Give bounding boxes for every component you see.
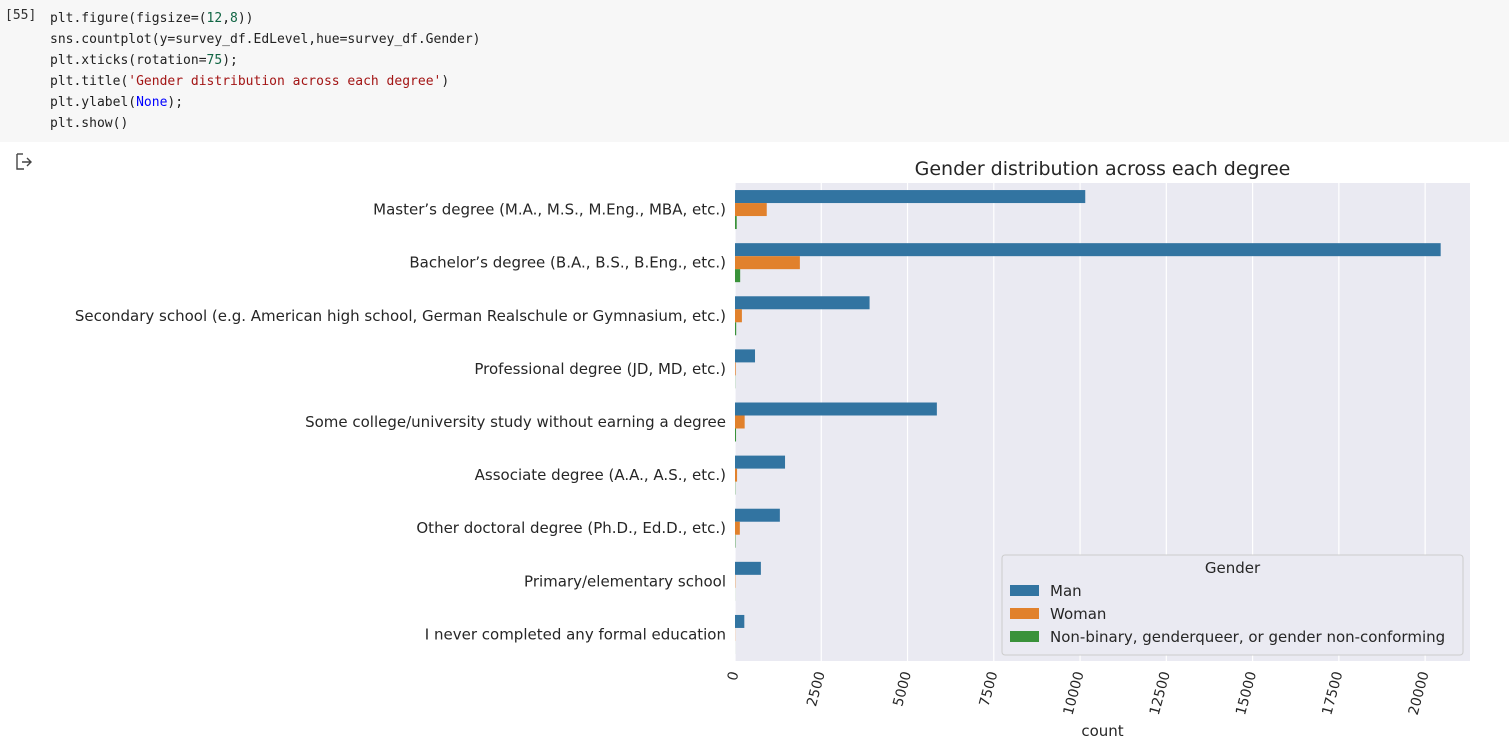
x-tick-label: 0 bbox=[725, 670, 743, 683]
legend-box bbox=[1001, 554, 1464, 656]
code-line: plt.title('Gender distribution across ea… bbox=[50, 74, 450, 89]
code-line: plt.show() bbox=[50, 116, 129, 131]
legend-label: Man bbox=[1050, 582, 1082, 600]
code-cell[interactable]: [55] plt.figure(figsize=(12,8)) sns.count… bbox=[0, 0, 1509, 142]
code-line: plt.xticks(rotation=75); bbox=[50, 53, 238, 68]
bar bbox=[735, 190, 1086, 204]
bar bbox=[735, 203, 767, 217]
x-tick-labels: 0 2500 5000 7500 10000 12500 15000 17500 20000 bbox=[725, 670, 1433, 717]
category-label: Professional degree (JD, MD, etc.) bbox=[474, 360, 726, 378]
x-tick-label: 5000 bbox=[890, 670, 915, 709]
bar bbox=[735, 269, 741, 283]
category-label: I never completed any formal education bbox=[425, 625, 726, 643]
x-tick-label: 10000 bbox=[1061, 670, 1088, 717]
bar bbox=[735, 468, 738, 482]
execution-count: [55] bbox=[5, 8, 37, 23]
legend-swatch bbox=[1010, 631, 1039, 642]
bar bbox=[735, 309, 742, 323]
legend-label: Woman bbox=[1050, 605, 1106, 623]
category-label: Associate degree (A.A., A.S., etc.) bbox=[475, 466, 726, 484]
bars bbox=[735, 190, 1441, 654]
category-label: Bachelor’s degree (B.A., B.S., B.Eng., e… bbox=[409, 254, 726, 272]
category-label: Some college/university study without ea… bbox=[305, 413, 726, 431]
bar bbox=[735, 508, 780, 522]
bar bbox=[735, 216, 737, 230]
category-label: Secondary school (e.g. American high sch… bbox=[75, 307, 726, 325]
code-line: sns.countplot(y=survey_df.EdLevel,hue=su… bbox=[50, 32, 481, 47]
x-axis-label: count bbox=[1081, 722, 1123, 740]
category-labels: Master’s degree (M.A., M.S., M.Eng., MBA… bbox=[75, 201, 726, 644]
bar bbox=[735, 561, 761, 575]
chart-title: Gender distribution across each degree bbox=[915, 158, 1291, 180]
bar bbox=[735, 614, 745, 628]
code-line: plt.ylabel(None); bbox=[50, 95, 184, 110]
bar bbox=[735, 243, 1441, 257]
category-label: Master’s degree (M.A., M.S., M.Eng., MBA… bbox=[373, 201, 726, 219]
x-tick-label: 17500 bbox=[1319, 670, 1346, 717]
x-tick-label: 20000 bbox=[1406, 670, 1433, 717]
code-line: plt.figure(figsize=(12,8)) bbox=[50, 11, 254, 26]
bar bbox=[735, 322, 737, 336]
legend-title: Gender bbox=[1205, 559, 1261, 577]
bar bbox=[735, 256, 800, 270]
x-tick-label: 2500 bbox=[804, 670, 829, 709]
bar bbox=[735, 428, 737, 442]
legend-label: Non-binary, genderqueer, or gender non-c… bbox=[1050, 628, 1445, 646]
x-tick-label: 7500 bbox=[977, 670, 1002, 709]
legend: Gender Man Woman Non-binary, genderqueer, o… bbox=[1001, 554, 1464, 656]
bar bbox=[735, 296, 870, 310]
bar bbox=[735, 455, 786, 469]
bar bbox=[735, 402, 937, 416]
legend-swatch bbox=[1010, 608, 1039, 619]
legend-swatch bbox=[1010, 585, 1039, 596]
bar bbox=[735, 362, 736, 376]
bar bbox=[735, 521, 740, 535]
bar bbox=[735, 349, 756, 363]
code-editor[interactable]: plt.figure(figsize=(12,8)) sns.countplot(… bbox=[50, 8, 480, 134]
x-tick-label: 12500 bbox=[1147, 670, 1174, 717]
gender-distribution-chart: Master’s degree (M.A., M.S., M.Eng., MBA… bbox=[75, 158, 1470, 740]
category-label: Primary/elementary school bbox=[524, 572, 726, 590]
x-tick-label: 15000 bbox=[1233, 670, 1260, 717]
bar bbox=[735, 415, 745, 429]
category-label: Other doctoral degree (Ph.D., Ed.D., etc… bbox=[416, 519, 726, 537]
output-arrow-icon[interactable] bbox=[14, 152, 34, 172]
